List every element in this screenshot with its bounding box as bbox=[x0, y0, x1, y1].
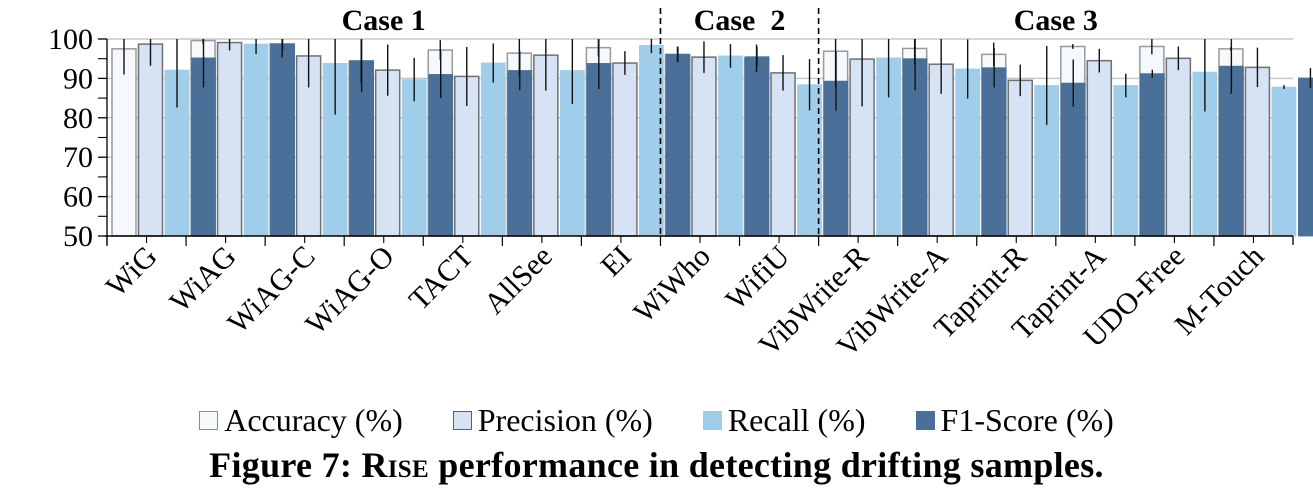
bar-wig-precision bbox=[137, 43, 164, 237]
bar-wig-accuracy bbox=[111, 48, 137, 237]
x-tick-label: WifiU bbox=[719, 239, 796, 316]
bar-wiwho-precision bbox=[691, 56, 717, 237]
legend-label: Precision (%) bbox=[477, 402, 653, 438]
caption-system-name: Rise bbox=[361, 445, 429, 485]
bar-wiag-o-f1 bbox=[428, 74, 454, 237]
legend-swatch-f1 bbox=[915, 411, 935, 430]
y-tick-label: 100 bbox=[48, 23, 93, 56]
y-tick-label: 60 bbox=[63, 181, 93, 214]
legend-item-f1: F1-Score (%) bbox=[915, 402, 1114, 439]
y-tick-label: 90 bbox=[63, 62, 93, 95]
legend-item-precision: Precision (%) bbox=[452, 402, 653, 439]
x-tick-label: WiAG-O bbox=[299, 240, 400, 341]
bars bbox=[111, 39, 1313, 237]
case-label-3: Case 3 bbox=[1014, 4, 1098, 37]
legend-swatch-recall bbox=[702, 411, 722, 430]
bar-taprint-a-f1 bbox=[1139, 73, 1165, 237]
legend-label: Accuracy (%) bbox=[224, 402, 403, 438]
bar-allsee-f1 bbox=[586, 63, 612, 237]
x-tick-label: WiWho bbox=[627, 240, 717, 330]
y-tick-labels: 50 60 70 80 90 100 bbox=[48, 23, 93, 253]
bar-wiag-f1 bbox=[270, 43, 295, 237]
bar-udo-free-f1 bbox=[1218, 65, 1244, 237]
bar-wifiu-precision bbox=[770, 72, 796, 237]
bar-wiag-precision bbox=[216, 41, 243, 237]
bar-vibwrite-a-f1 bbox=[981, 67, 1007, 237]
bar-m-touch-recall bbox=[1271, 86, 1297, 237]
y-tick-label: 50 bbox=[63, 220, 93, 253]
x-tick-label: TACT bbox=[403, 240, 480, 317]
legend-label: F1-Score (%) bbox=[940, 402, 1114, 438]
caption-suffix: performance in detecting drifting sample… bbox=[429, 445, 1104, 485]
bar-wiag-o-recall bbox=[401, 79, 427, 237]
legend-item-recall: Recall (%) bbox=[702, 402, 866, 439]
x-tick-label: WiG bbox=[100, 240, 164, 304]
figure-caption: Figure 7: Rise performance in detecting … bbox=[0, 444, 1313, 486]
bar-taprint-a-recall bbox=[1113, 85, 1139, 237]
bar-ei-precision bbox=[612, 62, 638, 237]
bar-taprint-r-f1 bbox=[1060, 82, 1086, 237]
x-tick-label: AllSee bbox=[478, 240, 559, 321]
case-labels: Case 1 Case 2 Case 3 bbox=[342, 4, 1098, 236]
bar-wiag-recall bbox=[243, 43, 269, 237]
bar-taprint-a-precision bbox=[1086, 59, 1113, 237]
y-tick-label: 70 bbox=[63, 141, 93, 174]
legend-item-accuracy: Accuracy (%) bbox=[199, 402, 403, 439]
bar-wig-f1 bbox=[191, 57, 216, 237]
error-bars bbox=[123, 39, 1312, 125]
caption-prefix: Figure 7: bbox=[209, 445, 362, 485]
bar-ei-f1 bbox=[665, 53, 691, 237]
axes bbox=[98, 38, 1294, 246]
legend: Accuracy (%) Precision (%) Recall (%) F1… bbox=[0, 402, 1313, 439]
bar-tact-f1 bbox=[507, 70, 533, 237]
bar-wiag-o-precision bbox=[374, 69, 401, 237]
bar-taprint-r-precision bbox=[1007, 79, 1033, 237]
bar-udo-free-precision bbox=[1165, 57, 1192, 237]
legend-label: Recall (%) bbox=[727, 402, 866, 438]
bar-vibwrite-a-precision bbox=[928, 63, 954, 237]
case-label-1: Case 1 bbox=[342, 4, 426, 37]
bar-m-touch-f1 bbox=[1298, 77, 1313, 237]
x-tick-label: EI bbox=[595, 240, 638, 283]
bar-tact-recall bbox=[480, 62, 506, 237]
x-tick-label: M-Touch bbox=[1168, 240, 1270, 342]
legend-swatch-precision bbox=[452, 411, 472, 430]
case-label-2: Case 2 bbox=[694, 4, 786, 37]
bar-m-touch-precision bbox=[1244, 66, 1271, 237]
y-tick-label: 80 bbox=[63, 102, 93, 135]
legend-swatch-accuracy bbox=[199, 411, 219, 430]
bar-wiwho-f1 bbox=[744, 56, 770, 237]
bar-wiwho-recall bbox=[718, 55, 743, 237]
